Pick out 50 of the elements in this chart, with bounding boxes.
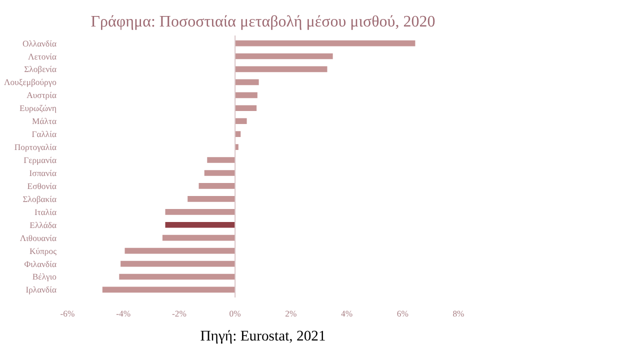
bar bbox=[235, 66, 328, 72]
bar bbox=[235, 118, 247, 124]
bar bbox=[162, 234, 236, 241]
bar bbox=[235, 92, 258, 98]
y-tick-label: Γαλλία bbox=[32, 129, 57, 140]
y-tick-label: Ολλανδία bbox=[22, 38, 57, 48]
y-tick-label: Φιλανδία bbox=[24, 258, 57, 269]
x-tick-label: -2% bbox=[172, 308, 186, 318]
bar bbox=[235, 105, 257, 112]
bar bbox=[102, 286, 236, 293]
bar bbox=[165, 208, 236, 215]
y-tick-label: Ιρλανδία bbox=[26, 284, 57, 295]
y-tick-label: Ευρωζώνη bbox=[20, 103, 57, 114]
y-tick-label: Ιταλία bbox=[34, 206, 57, 217]
bar bbox=[204, 170, 236, 176]
bar bbox=[207, 157, 236, 163]
bar bbox=[124, 248, 236, 254]
bar bbox=[235, 40, 416, 46]
y-tick-label: Αυστρία bbox=[26, 90, 57, 100]
y-tick-label: Μάλτα bbox=[32, 116, 57, 126]
bar bbox=[198, 183, 236, 189]
x-tick-label: -6% bbox=[60, 308, 75, 318]
x-tick-label: 2% bbox=[285, 308, 297, 318]
bar bbox=[120, 260, 236, 267]
y-tick-label: Κύπρος bbox=[30, 246, 58, 256]
bar bbox=[188, 196, 236, 202]
y-tick-label: Πορτογαλία bbox=[14, 142, 57, 152]
x-tick-label: 6% bbox=[396, 308, 408, 318]
bar bbox=[235, 79, 259, 86]
y-tick-label: Λετονία bbox=[28, 51, 57, 62]
chart-title: Γράφημα: Ποσοστιαία μεταβολή μέσου μισθού, 2020 bbox=[90, 14, 436, 30]
y-tick-label: Γερμανία bbox=[24, 155, 57, 166]
bar bbox=[165, 222, 236, 228]
y-tick-label: Ελλάδα bbox=[30, 220, 57, 230]
y-tick-label: Ισπανία bbox=[29, 168, 57, 178]
bar bbox=[235, 144, 238, 150]
x-tick-label: 4% bbox=[341, 308, 353, 318]
y-tick-label: Σλοβενία bbox=[24, 64, 57, 74]
bar bbox=[235, 131, 241, 137]
bar bbox=[119, 274, 236, 280]
y-tick-label: Λουξεμβούργο bbox=[4, 77, 57, 88]
y-tick-label: Εσθονία bbox=[27, 180, 57, 191]
x-tick-label: -4% bbox=[116, 308, 131, 318]
y-tick-label: Σλοβακία bbox=[22, 194, 57, 204]
x-tick-label: 0% bbox=[229, 308, 241, 318]
text: Πηγή: Eurostat, 2021 bbox=[200, 328, 326, 344]
y-tick-label: Λιθουανία bbox=[20, 232, 57, 243]
x-tick-label: 8% bbox=[452, 308, 464, 318]
bar bbox=[235, 53, 333, 60]
y-tick-label: Βέλγιο bbox=[32, 272, 57, 282]
